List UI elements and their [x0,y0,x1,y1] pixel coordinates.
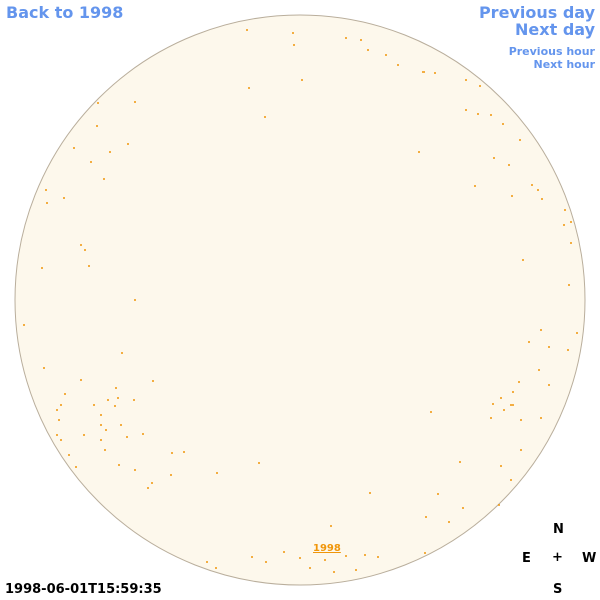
sunspot-marks [23,29,578,573]
year-link[interactable]: 1998 [313,543,341,554]
previous-day-link[interactable]: Previous day [478,3,595,22]
compass-south: S [553,582,563,597]
previous-hour-link[interactable]: Previous hour [508,45,595,58]
back-to-year-link[interactable]: Back to 1998 [6,3,124,22]
solar-disk [14,14,586,586]
compass-east: E [522,551,531,566]
next-hour-link[interactable]: Next hour [533,58,596,71]
compass-west: W [582,551,597,566]
timestamp: 1998-06-01T15:59:35 [5,582,162,597]
compass-north: N [553,522,564,537]
next-day-link[interactable]: Next day [515,20,595,39]
compass-center: + [552,550,563,565]
